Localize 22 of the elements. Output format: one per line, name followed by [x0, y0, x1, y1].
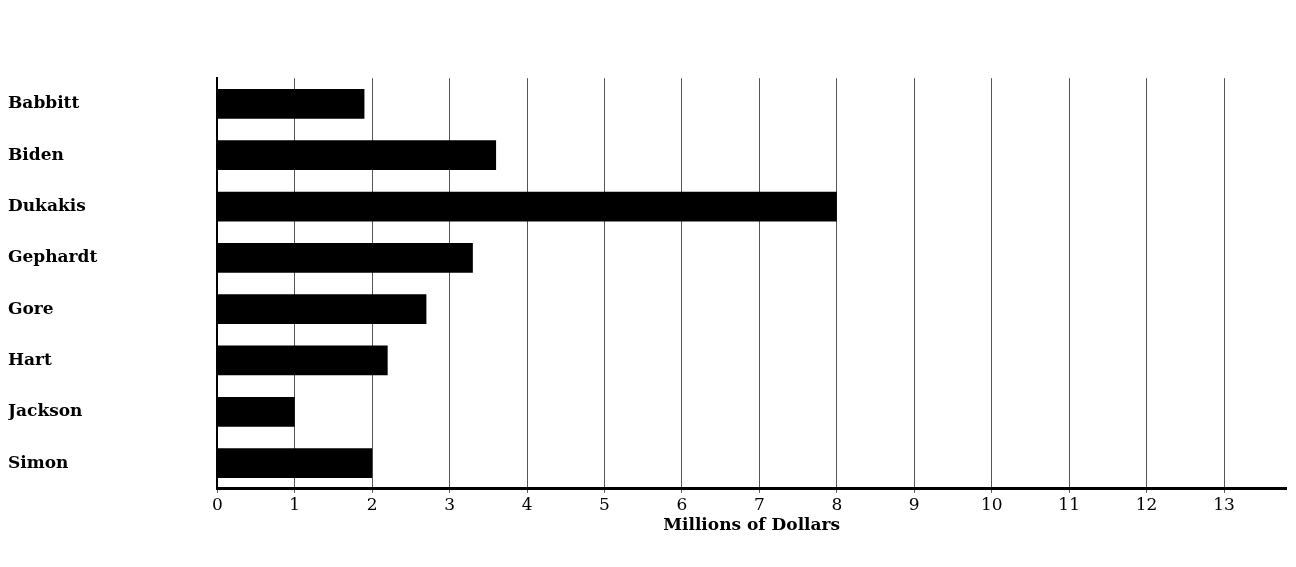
x-tick-label: 8 — [831, 494, 843, 515]
x-tick-label: 6 — [676, 494, 688, 515]
y-tick-label: Hart — [8, 348, 53, 369]
x-tick-label: 10 — [980, 494, 1003, 515]
y-tick-label: Simon — [8, 451, 69, 472]
x-tick-label: 4 — [521, 494, 533, 515]
x-tick-label: 5 — [599, 494, 610, 515]
y-tick-label: Gore — [8, 297, 54, 318]
x-tick-label: 9 — [908, 494, 920, 515]
x-tick-label: 1 — [289, 494, 301, 515]
y-tick-label: Gephardt — [8, 246, 98, 267]
x-tick-label: 7 — [753, 494, 765, 515]
x-tick-label: 2 — [366, 494, 378, 515]
x-axis-title: Millions of Dollars — [663, 513, 841, 534]
y-tick-label: Babbitt — [8, 92, 80, 113]
x-tick-label: 0 — [211, 494, 223, 515]
x-tick-label: 13 — [1213, 494, 1235, 515]
y-tick-label: Biden — [8, 143, 64, 164]
y-tick-label: Dukakis — [8, 194, 86, 215]
x-tick-label: 3 — [444, 494, 456, 515]
x-tick-label: 12 — [1135, 494, 1158, 515]
x-tick-label: 11 — [1058, 494, 1080, 515]
